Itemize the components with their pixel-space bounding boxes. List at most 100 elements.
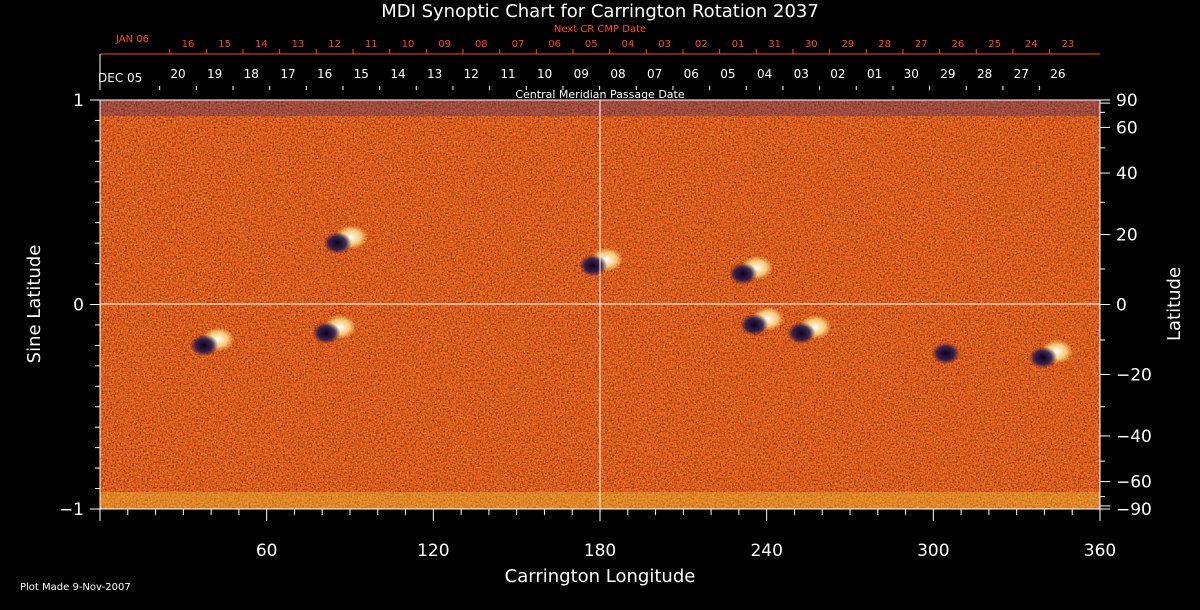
cmp-date-label: 19 <box>207 67 222 81</box>
negative-polarity-patch <box>579 254 607 277</box>
cmp-date-label: 02 <box>830 67 845 81</box>
next-cr-date-label: 12 <box>328 39 341 50</box>
cmp-date-label: 08 <box>610 67 625 81</box>
cmp-date-label: 17 <box>280 67 295 81</box>
y-left-axis-label: Sine Latitude <box>24 245 45 364</box>
next-cr-date-label: 23 <box>1062 39 1075 50</box>
next-cr-date-label: 11 <box>365 39 378 50</box>
cmp-date-label: 04 <box>757 67 772 81</box>
y-left-tick-label: −1 <box>59 500 84 520</box>
active-region <box>312 315 357 345</box>
x-tick-label: 300 <box>917 541 949 561</box>
cmp-date-label: 18 <box>244 67 259 81</box>
negative-polarity-patch <box>787 322 816 345</box>
y-right-axis-label: Latitude <box>1164 267 1185 341</box>
cmp-date-label: 05 <box>720 67 735 81</box>
next-cr-date-label: 15 <box>218 39 231 50</box>
cmp-axis-title: Central Meridian Passage Date <box>515 88 684 101</box>
negative-polarity-patch <box>931 342 960 365</box>
x-axis-label: Carrington Longitude <box>505 566 696 587</box>
y-right-tick-label: 90 <box>1116 91 1138 111</box>
y-right-tick-label: −60 <box>1116 473 1152 493</box>
cmp-date-label: 15 <box>354 67 369 81</box>
active-region <box>729 255 773 285</box>
next-cr-date-label: 29 <box>842 39 855 50</box>
next-cr-date-label: 02 <box>695 39 708 50</box>
cmp-date-label: 28 <box>977 67 992 81</box>
cmp-date-label: 16 <box>317 67 332 81</box>
y-right-tick-label: −40 <box>1116 427 1152 447</box>
cmp-date-label: 07 <box>647 67 662 81</box>
next-cr-date-label: 14 <box>255 39 268 50</box>
y-right-tick-label: 0 <box>1116 296 1127 316</box>
x-tick-label: 240 <box>750 541 782 561</box>
y-left-tick-label: 1 <box>73 91 84 111</box>
next-cr-date-label: 05 <box>585 39 598 50</box>
cmp-date-label: 20 <box>170 67 185 81</box>
next-cr-date-label: 10 <box>402 39 415 50</box>
next-cr-date-label: 06 <box>548 39 561 50</box>
next-cr-date-label: 16 <box>182 39 195 50</box>
next-cr-date-label: 13 <box>292 39 305 50</box>
y-right-tick-label: −90 <box>1116 500 1152 520</box>
active-region <box>787 315 832 345</box>
next-cr-date-label: 03 <box>658 39 671 50</box>
next-cr-date-label: 25 <box>988 39 1001 50</box>
negative-polarity-patch <box>190 334 219 357</box>
x-tick-label: 60 <box>256 541 278 561</box>
active-region <box>323 225 368 255</box>
next-cr-date-label: 04 <box>622 39 635 50</box>
cmp-date-label: 27 <box>1014 67 1029 81</box>
y-left-tick-label: 0 <box>73 296 84 316</box>
active-region <box>740 306 785 336</box>
cmp-date-label: 06 <box>684 67 699 81</box>
cmp-date-label: 30 <box>904 67 919 81</box>
cmp-date-label: 11 <box>500 67 515 81</box>
y-left-axis: 1 0 −1 <box>59 91 100 520</box>
negative-polarity-patch <box>323 232 352 255</box>
next-cr-date-label: 31 <box>768 39 781 50</box>
x-tick-label: 360 <box>1084 541 1116 561</box>
negative-polarity-patch <box>1029 346 1057 369</box>
next-cr-date-label: 09 <box>438 39 451 50</box>
cmp-date-label: 09 <box>574 67 589 81</box>
negative-polarity-patch <box>740 313 769 336</box>
cmp-date-label: 12 <box>464 67 479 81</box>
next-cr-start-label: JAN 06 <box>115 34 149 45</box>
y-right-tick-label: 40 <box>1116 164 1138 184</box>
x-tick-label: 180 <box>584 541 616 561</box>
cmp-start-label: DEC 05 <box>98 71 142 85</box>
next-cr-axis-title: Next CR CMP Date <box>554 24 646 35</box>
next-cr-date-label: 01 <box>732 39 745 50</box>
next-cr-date-label: 08 <box>475 39 488 50</box>
next-cr-date-label: 26 <box>952 39 965 50</box>
y-right-tick-label: 60 <box>1116 118 1138 138</box>
cmp-date-label: 26 <box>1050 67 1065 81</box>
next-cr-date-label: 28 <box>878 39 891 50</box>
y-right-tick-label: 20 <box>1116 226 1138 246</box>
cmp-date-label: 03 <box>794 67 809 81</box>
next-cr-date-label: 07 <box>512 39 525 50</box>
cmp-date-label: 10 <box>537 67 552 81</box>
next-cr-date-label: 30 <box>805 39 818 50</box>
plot-made-label: Plot Made 9-Nov-2007 <box>20 582 131 593</box>
negative-polarity-patch <box>729 262 757 285</box>
y-right-tick-label: −20 <box>1116 365 1152 385</box>
next-cr-date-label: 24 <box>1025 39 1038 50</box>
x-axis: 60 120 180 240 300 360 <box>99 509 1116 561</box>
chart-title: MDI Synoptic Chart for Carrington Rotati… <box>381 1 819 22</box>
active-region <box>190 327 235 357</box>
x-tick-label: 120 <box>417 541 449 561</box>
cmp-date-label: 14 <box>390 67 405 81</box>
active-region <box>1029 339 1073 369</box>
cmp-date-label: 01 <box>867 67 882 81</box>
active-region <box>931 342 960 365</box>
cmp-tick-group: 20 19 18 17 16 15 14 13 12 11 10 09 08 07 06 05 04 03 02 01… <box>99 54 1066 90</box>
next-cr-tick-group: 16 15 14 13 12 11 10 09 08 07 06 05 04 03 02 01 31 30 29 28… <box>169 39 1075 54</box>
cmp-date-label: 29 <box>940 67 955 81</box>
next-cr-date-label: 27 <box>915 39 928 50</box>
cmp-date-label: 13 <box>427 67 442 81</box>
y-right-axis: 90 60 40 20 0 −20 −40 −60 −90 <box>1100 91 1152 520</box>
negative-polarity-patch <box>312 322 341 345</box>
